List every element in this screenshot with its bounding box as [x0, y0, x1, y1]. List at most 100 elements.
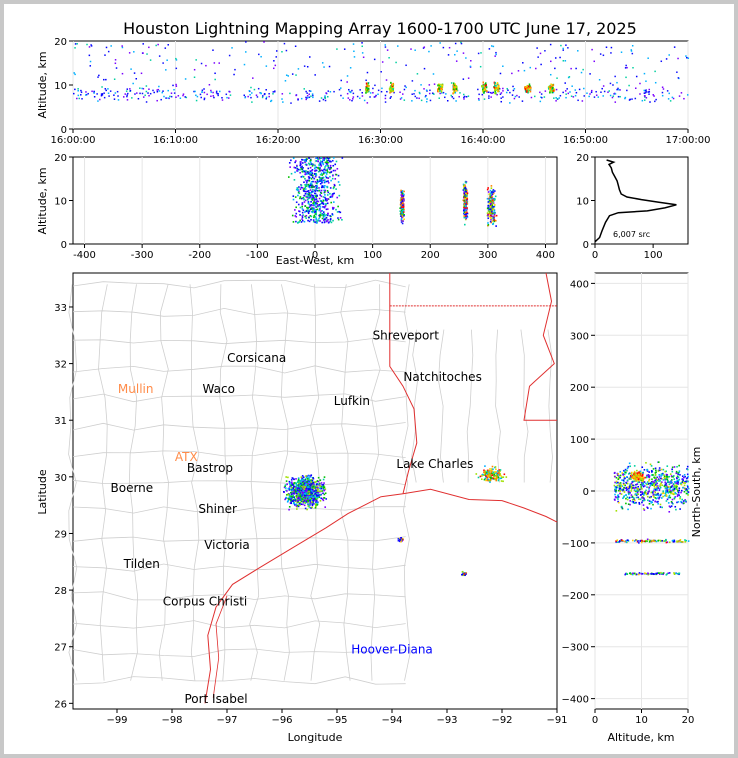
- p2-point-west: [302, 167, 304, 169]
- p2-point-cluster: [402, 202, 404, 205]
- p2-point-cluster: [464, 211, 467, 214]
- p2-point-cluster: [494, 212, 496, 214]
- p5-point: [676, 481, 679, 483]
- map-source-houston: [288, 498, 290, 501]
- map-source-offshore: [400, 540, 402, 543]
- p1-point: [212, 91, 214, 94]
- p2-point-cluster: [403, 213, 405, 216]
- p1-point: [535, 67, 537, 70]
- map-source-houston: [292, 492, 295, 495]
- map-source-houston: [308, 479, 311, 481]
- p1-point: [374, 84, 376, 87]
- p5-point: [637, 489, 640, 491]
- p1-point: [324, 99, 327, 102]
- p5-point: [658, 474, 661, 476]
- p2-point-west: [298, 186, 300, 188]
- p5-point-band: [645, 539, 647, 542]
- p5-point: [656, 482, 659, 485]
- p5-point: [643, 481, 646, 483]
- p5-point: [667, 485, 670, 488]
- p1-point: [522, 62, 524, 64]
- p2-point-cluster: [400, 219, 403, 222]
- p2-point-west: [309, 215, 312, 217]
- p2-point-west: [306, 210, 309, 212]
- p1-point-dense: [437, 84, 439, 87]
- p1-point: [652, 94, 654, 96]
- p2-point-west: [310, 161, 312, 163]
- p5-point: [626, 498, 629, 501]
- p5-point: [647, 507, 649, 509]
- p5-point: [685, 500, 687, 503]
- p1-point: [653, 95, 655, 97]
- figure-title: Houston Lightning Mapping Array 1600-170…: [123, 19, 637, 38]
- p1-point: [386, 90, 388, 93]
- p1-point: [377, 89, 380, 92]
- p2-point-west: [336, 211, 339, 213]
- p5-point: [623, 495, 626, 497]
- p5-point-band: [635, 573, 638, 576]
- map-source-houston: [290, 479, 293, 481]
- p2-ytick-label: 20: [54, 153, 67, 164]
- p2-point-cluster: [491, 199, 494, 202]
- map-source-houston: [311, 496, 314, 498]
- p1-point: [460, 42, 463, 45]
- p2-point-west: [327, 180, 329, 182]
- p1-point: [103, 78, 105, 81]
- p2-point-west: [307, 199, 309, 201]
- p5-point: [630, 490, 633, 492]
- p1-point: [158, 85, 160, 88]
- p1-point: [273, 60, 275, 62]
- p1-point: [272, 93, 274, 95]
- p5-point-band: [666, 541, 669, 543]
- p2-point-cluster: [402, 205, 405, 207]
- p1-point: [555, 97, 557, 99]
- p5-point: [617, 496, 620, 498]
- map-source-houston: [296, 501, 298, 504]
- p1-point-dense: [484, 84, 487, 87]
- p2-point-west: [296, 168, 299, 170]
- map-source-houston: [292, 494, 294, 497]
- p1-point: [454, 92, 457, 94]
- map-source-houston: [285, 476, 287, 478]
- p1-point: [544, 50, 546, 52]
- p5-point: [680, 491, 682, 494]
- p2-point-cluster: [490, 202, 492, 205]
- p5-point-core: [631, 476, 633, 478]
- p5-point: [625, 471, 627, 474]
- p1-point: [114, 92, 117, 94]
- p2-point-west: [318, 189, 320, 192]
- p2-point-west: [312, 186, 315, 188]
- p5-point: [651, 484, 654, 486]
- p5-point: [670, 489, 672, 492]
- map-source-houston: [304, 499, 307, 501]
- p1-point: [511, 94, 514, 96]
- p1-point-dense: [482, 88, 485, 91]
- p5-point: [661, 484, 664, 487]
- map-source-houston: [290, 495, 292, 497]
- map-source-lake-charles: [486, 476, 488, 478]
- p2-point-west: [300, 197, 303, 200]
- p5-point: [637, 485, 640, 488]
- map-source-houston: [311, 495, 314, 497]
- map-source-houston: [293, 497, 296, 500]
- map-source-houston: [309, 490, 311, 492]
- p5-point: [682, 476, 685, 479]
- p1-point: [203, 97, 206, 100]
- p5-point: [626, 479, 629, 482]
- p2-point-west: [319, 203, 322, 205]
- p2-point-cluster: [487, 191, 490, 193]
- p1-point: [352, 43, 355, 45]
- p1-point: [541, 96, 543, 99]
- p2-point-cluster: [495, 214, 498, 217]
- p1-point: [411, 100, 413, 102]
- p2-point-west: [339, 217, 342, 219]
- p5-point: [657, 470, 660, 472]
- p1-point: [666, 90, 669, 92]
- map-source-houston: [302, 487, 305, 489]
- p5-point: [676, 482, 679, 484]
- p2-point-west: [292, 195, 295, 197]
- p5-point: [658, 487, 661, 490]
- p2-point-west: [323, 206, 326, 209]
- p2-point-cluster: [489, 211, 491, 213]
- p5-point-band: [677, 572, 679, 575]
